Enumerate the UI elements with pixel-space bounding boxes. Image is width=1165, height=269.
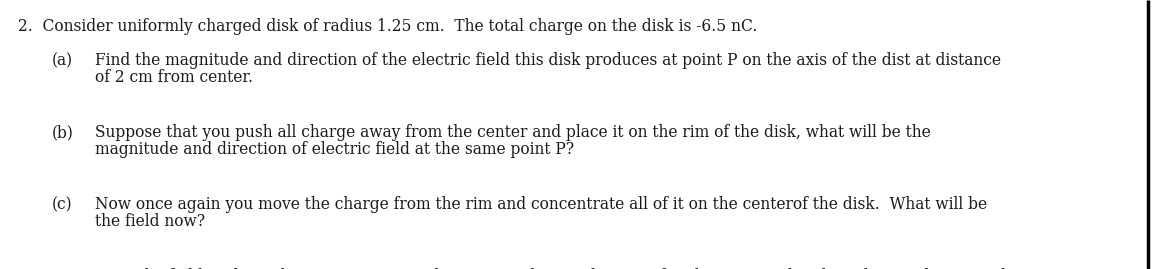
Text: (d): (d)	[52, 268, 73, 269]
Text: magnitude and direction of electric field at the same point P?: magnitude and direction of electric fiel…	[96, 141, 574, 158]
Text: (b): (b)	[52, 124, 73, 141]
Text: Find the magnitude and direction of the electric field this disk produces at poi: Find the magnitude and direction of the …	[96, 52, 1001, 69]
Text: (a): (a)	[52, 52, 73, 69]
Text: Does the field in these three cases remain the same or does it change.  If it ch: Does the field in these three cases rema…	[96, 268, 1007, 269]
Text: the field now?: the field now?	[96, 213, 205, 230]
Text: (c): (c)	[52, 196, 72, 213]
Text: Suppose that you push all charge away from the center and place it on the rim of: Suppose that you push all charge away fr…	[96, 124, 931, 141]
Text: Now once again you move the charge from the rim and concentrate all of it on the: Now once again you move the charge from …	[96, 196, 987, 213]
Text: of 2 cm from center.: of 2 cm from center.	[96, 69, 253, 86]
Text: 2.  Consider uniformly charged disk of radius 1.25 cm.  The total charge on the : 2. Consider uniformly charged disk of ra…	[17, 18, 757, 35]
